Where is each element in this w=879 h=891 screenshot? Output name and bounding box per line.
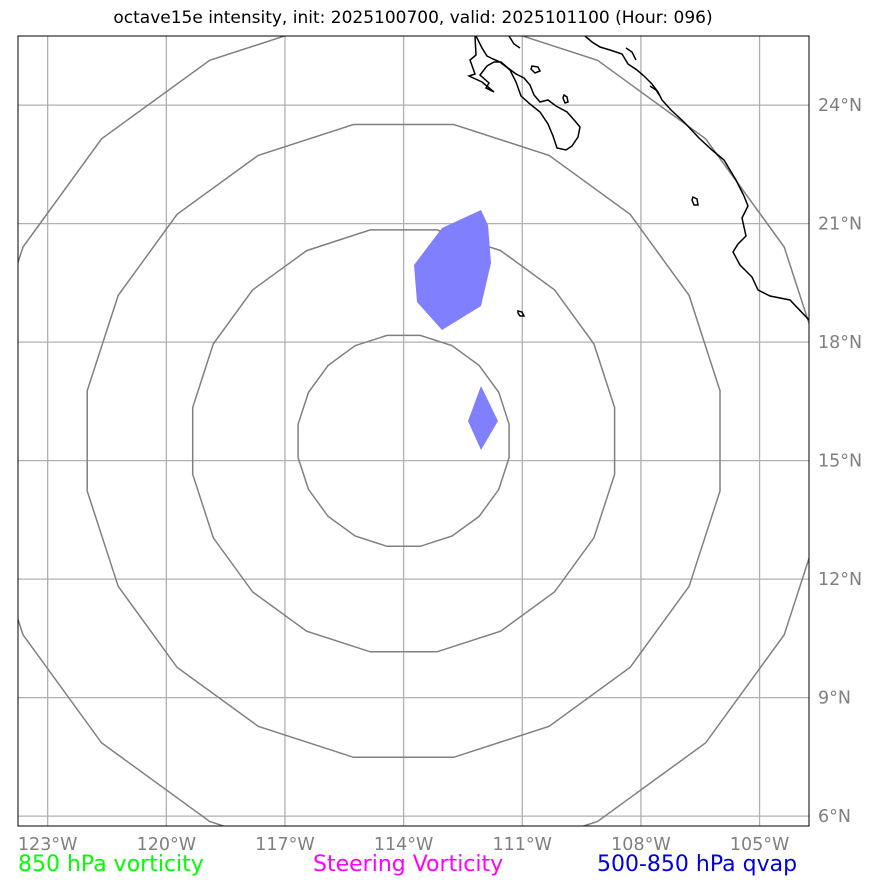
range-ring bbox=[86, 123, 721, 759]
range-rings bbox=[18, 36, 809, 826]
legend-steering-vorticity: Steering Vorticity bbox=[313, 852, 504, 877]
lon-tick-label: 120°W bbox=[137, 835, 196, 855]
lat-tick-label: 21°N bbox=[818, 215, 862, 235]
qvap-region-north bbox=[414, 210, 491, 330]
qvap-region-south bbox=[468, 386, 498, 450]
gulf-coast-fragment bbox=[625, 47, 661, 97]
legend-850hpa-vorticity: 850 hPa vorticity bbox=[18, 852, 204, 877]
range-ring bbox=[18, 36, 809, 826]
map-title: octave15e intensity, init: 2025100700, v… bbox=[113, 8, 713, 28]
gridlines bbox=[18, 36, 809, 826]
latitude-tick-labels: 24°N 21°N 18°N 15°N 12°N 9°N 6°N bbox=[818, 96, 862, 827]
tres-marias-island bbox=[691, 195, 699, 206]
lon-tick-label: 111°W bbox=[493, 835, 552, 855]
tiburon-island bbox=[530, 65, 542, 74]
qvap-regions bbox=[414, 210, 498, 450]
lat-tick-label: 12°N bbox=[818, 570, 862, 590]
lon-tick-label: 123°W bbox=[18, 835, 77, 855]
lat-tick-label: 15°N bbox=[818, 452, 862, 472]
map-frame bbox=[17, 35, 810, 827]
lat-tick-label: 18°N bbox=[818, 333, 862, 353]
lon-tick-label: 114°W bbox=[374, 835, 433, 855]
legend-qvap: 500-850 hPa qvap bbox=[597, 852, 798, 877]
coastline bbox=[466, 36, 809, 321]
range-ring bbox=[297, 334, 510, 548]
carmen-island bbox=[562, 93, 569, 104]
range-ring bbox=[191, 229, 616, 653]
lat-tick-label: 6°N bbox=[818, 807, 851, 827]
lon-tick-label: 108°W bbox=[611, 835, 670, 855]
lat-tick-label: 24°N bbox=[818, 96, 862, 116]
lon-tick-label: 105°W bbox=[730, 835, 789, 855]
mainland-mexico-coast bbox=[508, 36, 809, 321]
longitude-tick-labels: 123°W 120°W 117°W 114°W 111°W 108°W 105°W bbox=[18, 835, 789, 855]
baja-california-coast bbox=[466, 36, 581, 151]
lon-tick-label: 117°W bbox=[255, 835, 314, 855]
lat-tick-label: 9°N bbox=[818, 689, 851, 709]
socorro-island bbox=[517, 310, 526, 317]
